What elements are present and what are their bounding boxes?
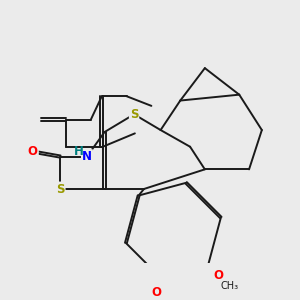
Text: O: O — [214, 269, 224, 282]
Text: N: N — [82, 150, 92, 163]
Text: O: O — [152, 286, 162, 299]
Text: S: S — [130, 108, 138, 121]
Text: O: O — [28, 145, 38, 158]
Text: H: H — [74, 145, 84, 158]
Text: CH₃: CH₃ — [220, 281, 238, 291]
Text: S: S — [56, 182, 64, 196]
